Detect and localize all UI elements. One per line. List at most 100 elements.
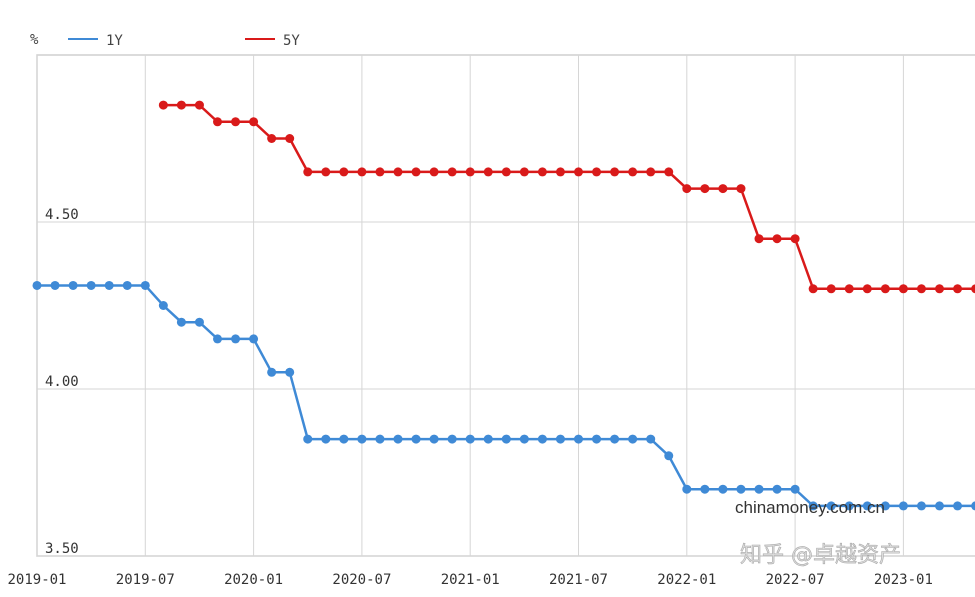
x-tick-label: 2022-07 (766, 572, 825, 588)
y-tick-label: 3.50 (45, 541, 79, 557)
data-point-5y (772, 234, 782, 244)
data-point-5y (176, 100, 186, 110)
data-point-1y (718, 484, 728, 494)
data-point-5y (213, 117, 222, 127)
data-point-1y (790, 484, 800, 494)
data-point-1y (700, 484, 710, 494)
data-point-5y (194, 100, 204, 110)
x-tick-label: 2020-07 (332, 572, 391, 588)
data-point-5y (628, 167, 638, 177)
x-tick-label: 2019-01 (7, 572, 66, 588)
data-point-1y (213, 334, 222, 344)
data-point-5y (916, 284, 926, 294)
data-point-1y (194, 317, 204, 327)
data-point-5y (953, 284, 963, 294)
data-point-1y (285, 367, 295, 377)
data-point-1y (971, 501, 975, 511)
data-point-1y (826, 501, 836, 511)
axes: 3.50 4.00 4.50 2019-01 2019-07 2020-01 2020-07… (7, 207, 932, 588)
x-tick-label: 2019-07 (116, 572, 175, 588)
data-point-5y (971, 284, 975, 294)
watermark-chinamoney: chinamoney.com.cn (735, 498, 885, 517)
data-point-1y (628, 434, 638, 444)
data-point-1y (50, 280, 60, 290)
data-point-1y (646, 434, 656, 444)
data-point-1y (935, 501, 944, 511)
data-point-1y (303, 434, 313, 444)
data-point-5y (808, 284, 818, 294)
data-point-1y (754, 484, 764, 494)
data-point-1y (249, 334, 259, 344)
data-point-1y (158, 301, 168, 310)
data-point-1y (465, 434, 475, 444)
data-point-1y (862, 501, 872, 511)
data-point-1y (808, 501, 818, 511)
y-axis-unit: % (30, 32, 39, 48)
data-point-5y (610, 167, 620, 177)
data-point-5y (754, 234, 764, 244)
data-point-1y (429, 434, 439, 444)
data-point-5y (880, 284, 890, 294)
data-point-1y (176, 317, 186, 327)
data-point-1y (682, 484, 692, 494)
data-point-1y (357, 434, 367, 444)
data-point-5y (267, 134, 277, 143)
data-point-1y (555, 434, 565, 444)
data-point-5y (339, 167, 349, 177)
data-point-5y (682, 184, 692, 194)
data-point-5y (483, 167, 493, 177)
data-point-1y (122, 280, 132, 290)
grid (36, 54, 975, 557)
data-point-5y (555, 167, 565, 177)
data-point-1y (231, 334, 241, 344)
data-point-1y (664, 451, 674, 461)
data-point-1y (411, 434, 421, 444)
y-tick-label: 4.50 (45, 207, 79, 223)
data-point-5y (718, 184, 728, 194)
data-point-5y (501, 167, 511, 177)
data-point-5y (447, 167, 457, 177)
x-tick-label: 2023-01 (874, 572, 933, 588)
data-point-5y (321, 167, 331, 177)
data-point-1y (610, 434, 620, 444)
data-point-1y (537, 434, 547, 444)
legend-label-5y: 5Y (283, 33, 300, 49)
legend-label-1y: 1Y (106, 33, 123, 49)
data-point-1y (953, 501, 963, 511)
data-point-1y (880, 501, 890, 511)
data-point-1y (393, 434, 403, 444)
data-point-5y (519, 167, 529, 177)
data-point-1y (86, 280, 96, 290)
data-point-1y (267, 367, 277, 377)
data-point-5y (303, 167, 313, 177)
data-point-5y (664, 167, 674, 177)
data-point-1y (736, 484, 746, 494)
data-point-1y (592, 434, 602, 444)
series-layer (32, 100, 975, 511)
data-point-1y (447, 434, 457, 444)
legend: 1Y 5Y (68, 33, 300, 49)
x-tick-label: 2022-01 (657, 572, 716, 588)
data-point-1y (519, 434, 529, 444)
data-point-5y (249, 117, 259, 127)
x-tick-label: 2021-01 (441, 572, 500, 588)
data-point-1y (321, 434, 331, 444)
data-point-1y (844, 501, 854, 511)
data-point-5y (898, 284, 908, 294)
watermark-zhihu: 知乎 @卓越资产 (740, 543, 901, 568)
plot-border (36, 54, 975, 557)
data-point-5y (646, 167, 656, 177)
data-point-1y (916, 501, 926, 511)
data-point-1y (772, 484, 782, 494)
data-point-1y (898, 501, 908, 511)
data-point-5y (393, 167, 403, 177)
data-point-5y (357, 167, 367, 177)
data-point-5y (844, 284, 854, 294)
y-tick-label: 4.00 (45, 374, 79, 390)
data-point-1y (68, 280, 78, 290)
data-point-5y (537, 167, 547, 177)
data-point-5y (826, 284, 836, 294)
data-point-5y (700, 184, 710, 194)
data-point-5y (429, 167, 439, 177)
